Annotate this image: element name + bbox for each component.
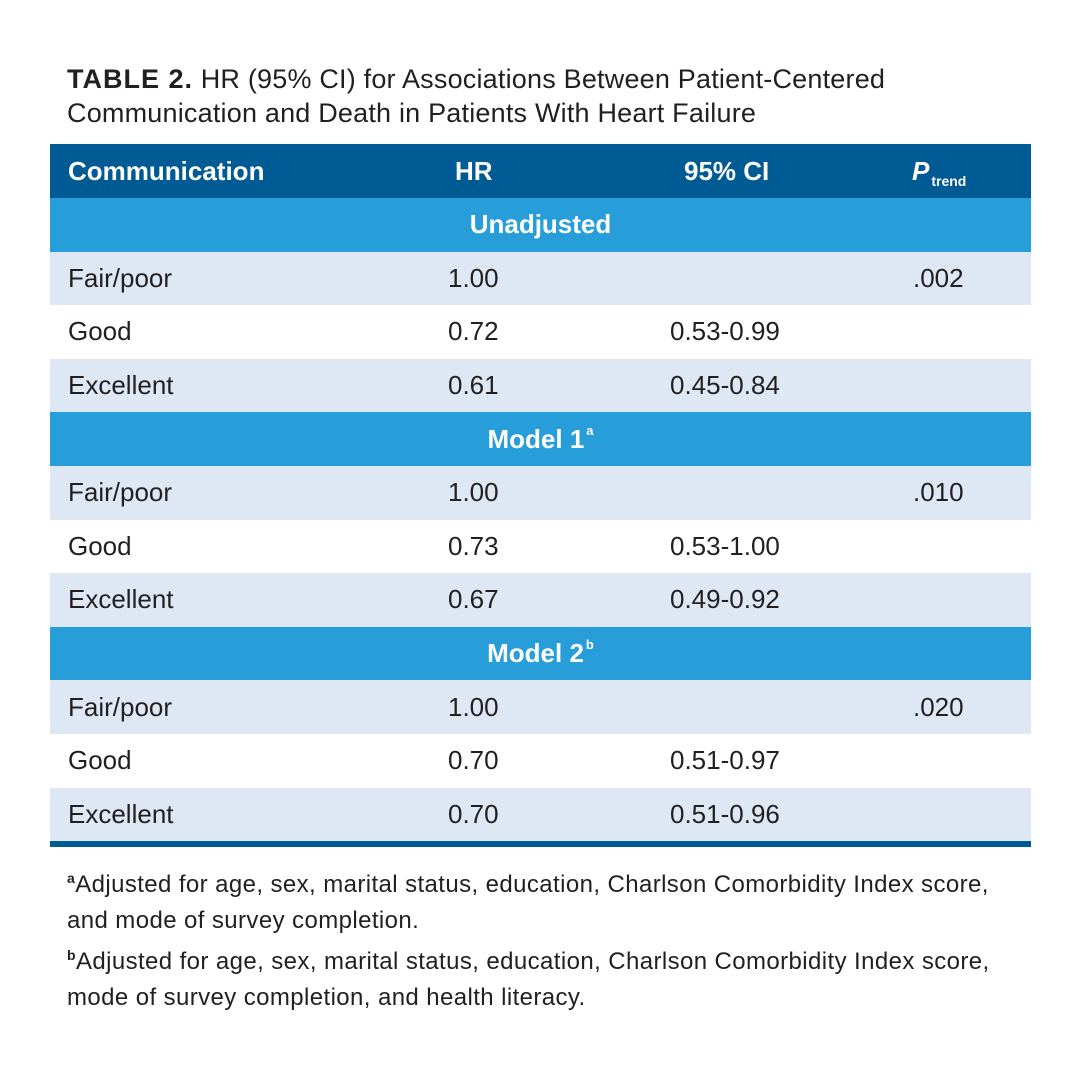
- section-title: Model 2: [487, 638, 584, 669]
- header-ptrend-subscript: trend: [931, 173, 967, 189]
- cell-hr: 1.00: [448, 477, 499, 508]
- header-ptrend-p: P: [912, 155, 930, 186]
- table-label: TABLE 2.: [67, 64, 194, 94]
- cell-communication: Fair/poor: [68, 477, 173, 508]
- cell-hr: 0.70: [448, 745, 499, 776]
- cell-hr: 0.72: [448, 316, 499, 347]
- cell-ci: 0.49-0.92: [670, 584, 780, 615]
- section-footnote-mark: a: [586, 422, 594, 438]
- cell-ci: 0.45-0.84: [670, 370, 780, 401]
- cell-ci: 0.51-0.97: [670, 745, 780, 776]
- table-row: Excellent 0.67 0.49-0.92: [50, 573, 1031, 627]
- footnote-a-mark: a: [67, 870, 76, 886]
- section-footnote-mark: b: [585, 637, 594, 653]
- table-row: Good 0.70 0.51-0.97: [50, 733, 1031, 788]
- cell-ci: 0.53-1.00: [670, 530, 780, 561]
- cell-communication: Good: [68, 530, 132, 561]
- cell-hr: 1.00: [448, 691, 499, 722]
- header-communication: Communication: [68, 155, 265, 186]
- table-title: HR (95% CI) for Associations Between Pat…: [67, 64, 886, 128]
- cell-hr: 0.73: [448, 530, 499, 561]
- cell-ptrend: .002: [913, 262, 964, 293]
- footnote-a-text: Adjusted for age, sex, marital status, e…: [67, 871, 989, 934]
- cell-hr: 1.00: [448, 262, 499, 293]
- table-row: Fair/poor 1.00 .002: [50, 251, 1031, 306]
- footnotes: aAdjusted for age, sex, marital status, …: [67, 868, 1027, 1022]
- table-body: Unadjusted Fair/poor 1.00 .002 Good 0.72 0.53-…: [50, 198, 1031, 842]
- cell-communication: Fair/poor: [68, 691, 173, 722]
- footnote-b-mark: b: [67, 947, 76, 963]
- section-title: Unadjusted: [469, 209, 612, 240]
- table-bottom-rule: [50, 841, 1031, 848]
- cell-ci: 0.51-0.96: [670, 798, 780, 829]
- cell-communication: Fair/poor: [68, 262, 173, 293]
- section-header-row: Unadjusted: [50, 198, 1031, 252]
- section-title: Model 1: [487, 423, 585, 454]
- cell-ptrend: .020: [913, 691, 964, 722]
- cell-communication: Excellent: [68, 370, 174, 401]
- table-row: Good 0.72 0.53-0.99: [50, 305, 1031, 359]
- footnote-b: bAdjusted for age, sex, marital status, …: [67, 945, 1027, 1014]
- cell-communication: Excellent: [68, 584, 174, 615]
- cell-hr: 0.70: [448, 798, 499, 829]
- cell-ci: 0.53-0.99: [670, 316, 780, 347]
- header-ci: 95% CI: [684, 155, 770, 186]
- cell-communication: Good: [68, 745, 132, 776]
- cell-hr: 0.61: [448, 370, 499, 401]
- table-row: Fair/poor 1.00 .010: [50, 465, 1031, 520]
- cell-ptrend: .010: [913, 477, 964, 508]
- table-row: Excellent 0.70 0.51-0.96: [50, 787, 1031, 842]
- cell-hr: 0.67: [448, 584, 499, 615]
- table-caption: TABLE 2. HR (95% CI) for Associations Be…: [67, 62, 1027, 130]
- table-row: Fair/poor 1.00 .020: [50, 680, 1031, 734]
- table-row: Good 0.73 0.53-1.00: [50, 519, 1031, 574]
- cell-communication: Excellent: [68, 798, 174, 829]
- header-hr: HR: [455, 155, 493, 186]
- footnote-a: aAdjusted for age, sex, marital status, …: [67, 868, 1027, 937]
- footnote-b-text: Adjusted for age, sex, marital status, e…: [67, 948, 990, 1011]
- table-row: Excellent 0.61 0.45-0.84: [50, 358, 1031, 413]
- cell-communication: Good: [68, 316, 132, 347]
